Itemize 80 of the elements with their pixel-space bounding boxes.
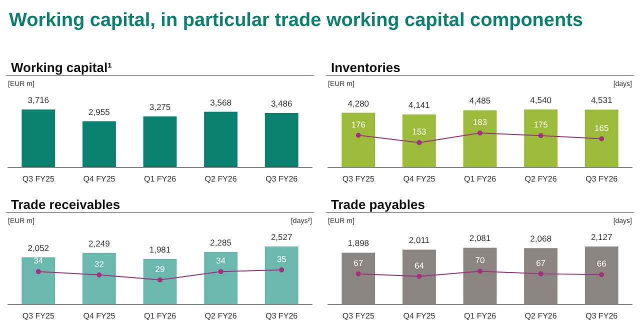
data-label: 3,486 — [270, 98, 293, 109]
x-tick-label: Q2 FY26 — [204, 174, 238, 184]
bar — [82, 252, 116, 304]
x-tick-label: Q4 FY25 — [83, 312, 116, 320]
point — [158, 277, 162, 282]
data-label: 66 — [596, 258, 607, 269]
data-label: 67 — [536, 258, 546, 268]
data-label: 2,527 — [270, 232, 293, 242]
text: Working capital, in particular trade working capital components — [9, 10, 583, 31]
point — [96, 272, 102, 278]
x-tick-label: Q3 FY25 — [22, 174, 55, 184]
x-tick-label: Q1 FY26 — [464, 312, 497, 320]
data-label: 2,052 — [28, 242, 50, 253]
data-label: 3,568 — [210, 97, 232, 108]
x-tick-label: Q2 FY26 — [524, 174, 558, 184]
data-label: 2,249 — [88, 238, 110, 248]
bar — [22, 110, 56, 167]
x-tick-label: Q1 FY26 — [144, 312, 177, 320]
x-tick-label: Q3 FY26 — [586, 174, 618, 184]
point — [218, 269, 224, 274]
data-label: 4,280 — [348, 98, 370, 108]
data-label: 70 — [475, 255, 485, 266]
data-label: 4,485 — [469, 96, 491, 106]
data-label: 2,081 — [469, 233, 491, 244]
data-label: 34 — [216, 256, 226, 266]
point — [538, 133, 544, 138]
point — [416, 140, 422, 146]
data-label: 2,068 — [530, 234, 552, 244]
point — [478, 130, 482, 136]
chart-title: Inventories — [331, 60, 400, 75]
point — [356, 132, 361, 138]
x-tick-label: Q4 FY25 — [83, 174, 116, 184]
x-tick-label: Q3 FY26 — [586, 312, 618, 320]
x-tick-label: Q3 FY26 — [266, 312, 298, 320]
data-label: 176 — [351, 119, 366, 130]
bar — [143, 258, 177, 304]
x-tick-label: Q3 FY25 — [342, 312, 375, 320]
data-label: 1,898 — [348, 238, 370, 248]
bar — [22, 257, 56, 304]
data-label: 165 — [594, 122, 609, 133]
point — [599, 136, 604, 142]
data-label: 153 — [412, 126, 427, 137]
data-label: 64 — [414, 260, 424, 270]
data-label: 35 — [276, 254, 287, 264]
data-label: 2,955 — [88, 106, 110, 117]
data-label: 32 — [94, 258, 104, 269]
point — [279, 267, 284, 272]
bar — [82, 121, 116, 167]
bar — [264, 246, 298, 304]
data-label: 175 — [534, 120, 548, 130]
data-label: 3,716 — [28, 95, 50, 105]
chart-title: Trade payables — [331, 197, 425, 212]
data-label: 183 — [472, 117, 488, 128]
data-label: 2,285 — [210, 238, 232, 248]
data-label: 3,275 — [149, 102, 171, 112]
bar — [264, 113, 298, 167]
data-label: 67 — [354, 258, 364, 268]
bar — [204, 112, 238, 167]
data-label: 2,127 — [590, 232, 613, 242]
x-tick-label: Q1 FY26 — [464, 174, 497, 184]
bar — [143, 116, 177, 167]
x-tick-label: Q4 FY25 — [403, 312, 436, 320]
data-label: 4,540 — [530, 95, 552, 105]
chart-title: Working capital¹ — [11, 60, 112, 75]
data-label: 2,011 — [408, 235, 430, 246]
x-tick-label: Q2 FY26 — [204, 312, 238, 320]
point — [36, 269, 41, 274]
bar — [204, 252, 238, 304]
x-tick-label: Q3 FY25 — [22, 312, 55, 320]
x-tick-label: Q1 FY26 — [144, 174, 177, 184]
data-label: 4,141 — [408, 100, 430, 110]
chart-title: Trade receivables — [11, 197, 120, 212]
x-tick-label: Q3 FY25 — [342, 174, 375, 184]
data-label: 34 — [34, 256, 44, 266]
x-tick-label: Q3 FY26 — [266, 174, 298, 184]
x-tick-label: Q2 FY26 — [524, 312, 558, 320]
data-label: 1,981 — [149, 244, 171, 254]
data-label: 29 — [155, 264, 165, 274]
x-tick-label: Q4 FY25 — [403, 174, 436, 184]
data-label: 4,531 — [590, 95, 613, 106]
